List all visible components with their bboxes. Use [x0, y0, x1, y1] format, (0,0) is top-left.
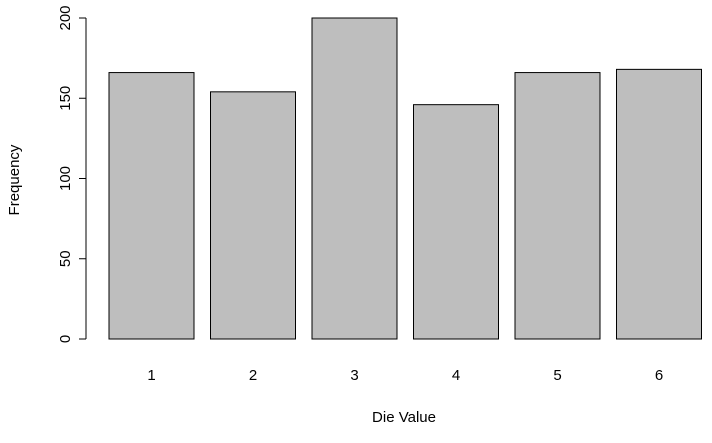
y-tick-label-150: 150: [57, 86, 74, 111]
x-tick-label-1: 1: [147, 367, 155, 384]
x-tick-labels: 1 2 3 4 5 6: [147, 367, 663, 384]
bar-3: [311, 17, 398, 340]
x-tick-label-3: 3: [350, 367, 358, 384]
x-tick-label-4: 4: [452, 367, 460, 384]
bar-2: [210, 91, 296, 340]
bar-6: [616, 68, 702, 340]
bars: [108, 17, 702, 340]
bar-4: [413, 104, 499, 340]
x-tick-label-5: 5: [553, 367, 561, 384]
x-axis-label: Die Value: [372, 409, 436, 426]
bar-5: [514, 72, 601, 340]
x-tick-label-6: 6: [655, 367, 663, 384]
y-tick-label-100: 100: [57, 166, 74, 191]
y-tick-label-50: 50: [57, 250, 74, 267]
x-tick-label-2: 2: [249, 367, 257, 384]
y-tick-label-200: 200: [57, 5, 74, 30]
y-axis: 0 50 100 150 200: [57, 5, 87, 343]
bar-1: [108, 72, 195, 340]
y-tick-label-0: 0: [57, 335, 74, 343]
y-axis-label: Frequency: [6, 144, 23, 215]
